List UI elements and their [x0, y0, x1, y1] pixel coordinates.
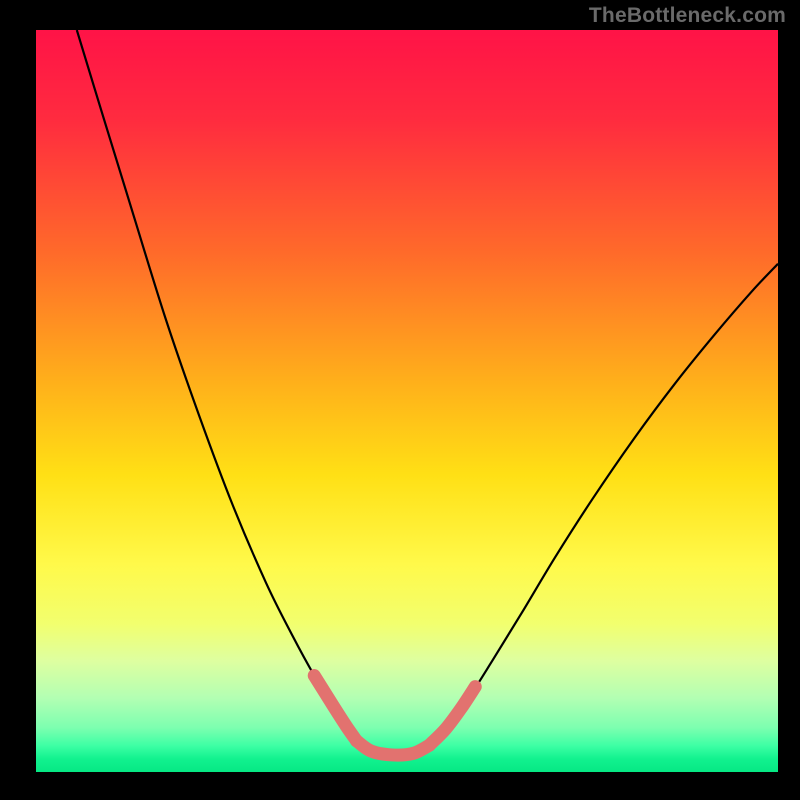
- plot-background: [36, 30, 778, 772]
- watermark-text: TheBottleneck.com: [589, 4, 786, 28]
- chart-container: TheBottleneck.com: [0, 0, 800, 800]
- bottleneck-chart: [0, 0, 800, 800]
